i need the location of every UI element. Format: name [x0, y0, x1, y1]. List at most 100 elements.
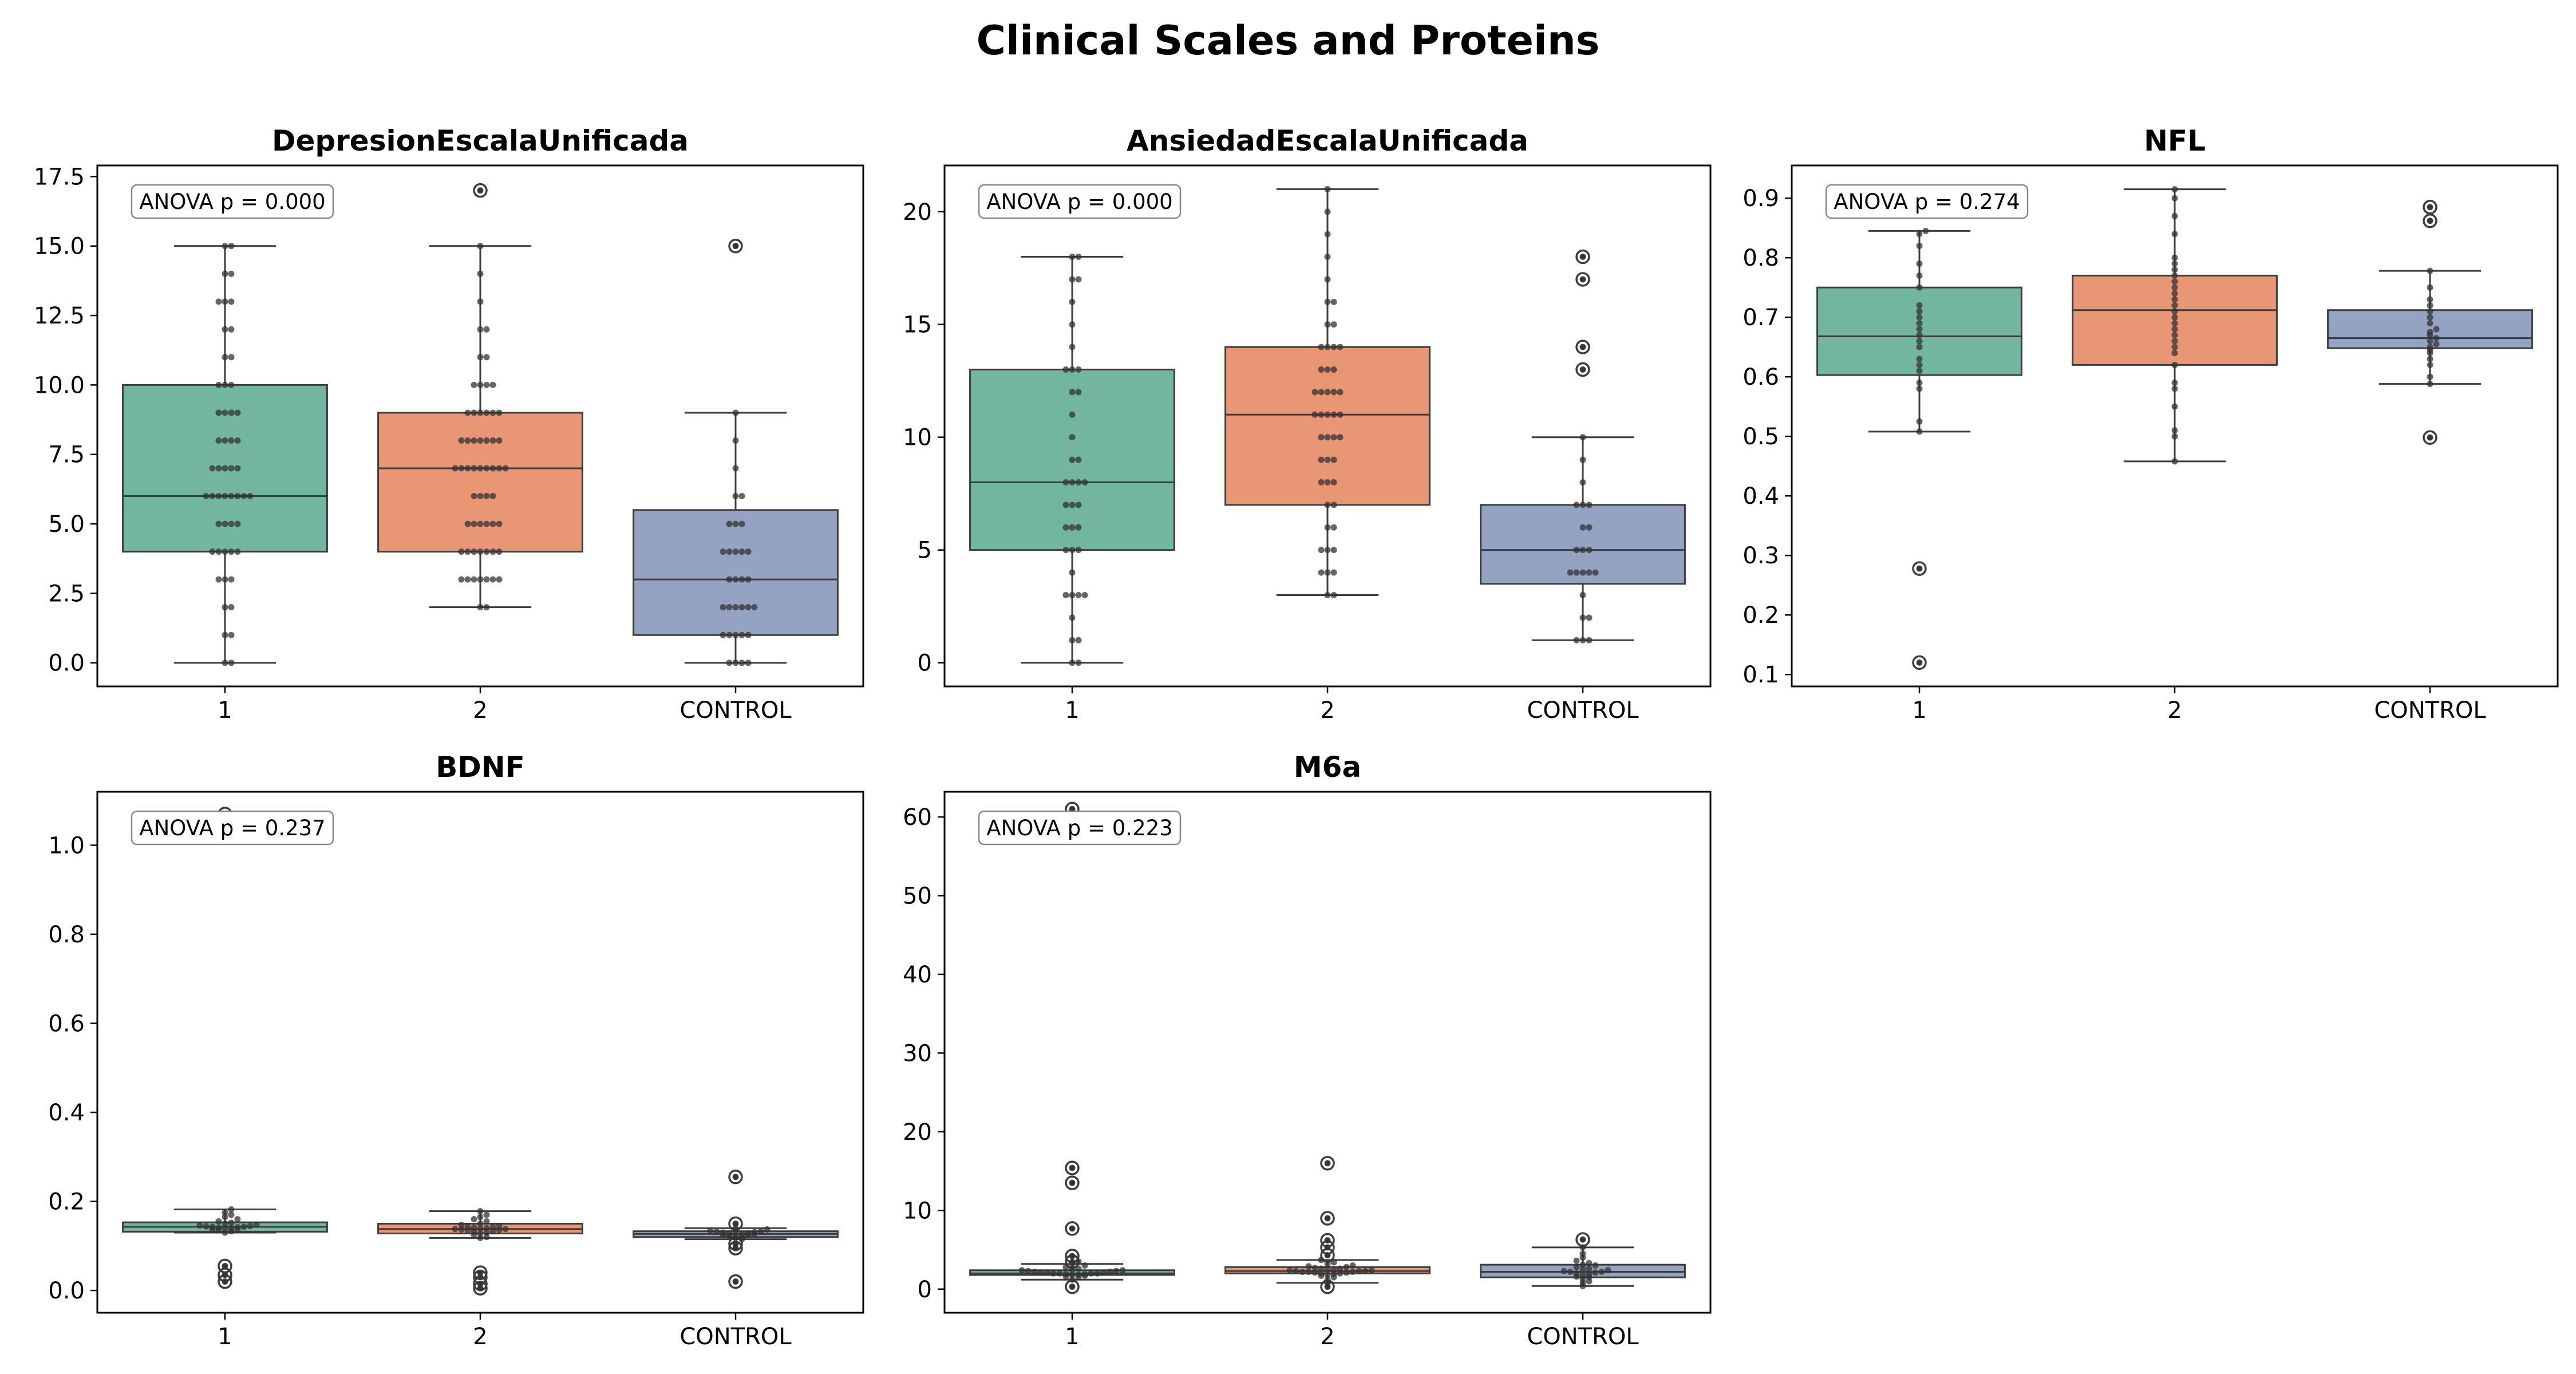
panel-m6a-group-1-data-point: [1018, 1267, 1025, 1274]
panel-ansiedadescalaunificada-group-1-data-point: [1069, 366, 1076, 373]
panel-nfl-y-tick-label: 0.4: [1743, 483, 1779, 510]
panel-m6a-group-control-data-point: [1560, 1268, 1567, 1274]
panel-nfl-group-2-data-point: [2171, 320, 2178, 327]
panel-nfl-group-control-data-point: [2427, 204, 2433, 211]
panel-ansiedadescalaunificada-group-2-data-point: [1324, 344, 1331, 350]
panel-depresionescalaunificada-group-1-data-point: [228, 381, 235, 388]
panel-depresionescalaunificada-group-2-data-point: [458, 437, 465, 444]
panel-ansiedadescalaunificada-group-2-data-point: [1311, 411, 1318, 418]
panel-depresionescalaunificada-group-1-data-point: [203, 493, 210, 500]
panel-ansiedadescalaunificada-group-control-data-point: [1579, 547, 1586, 554]
panel-ansiedadescalaunificada-group-1-data-point: [1069, 321, 1076, 328]
panel-nfl-anova-annotation: ANOVA p = 0.274: [1825, 184, 2029, 219]
panel-ansiedadescalaunificada-annotation-box: [978, 184, 1182, 219]
panel-depresionescalaunificada-group-1-data-point: [228, 576, 235, 583]
panel-ansiedadescalaunificada-group-control-outlier: [1575, 272, 1590, 287]
panel-depresionescalaunificada-group-2-data-point: [464, 409, 471, 416]
panel-bdnf-group-1-data-point: [215, 1218, 222, 1225]
panel-m6a-group-1-data-point: [1069, 1225, 1076, 1232]
panel-ansiedadescalaunificada-group-control-data-point: [1586, 524, 1593, 531]
panel-nfl-annotation-box: [1825, 184, 2029, 219]
panel-nfl-group-control-data-point: [2427, 356, 2433, 362]
panel-ansiedadescalaunificada-group-2-data-point: [1318, 366, 1325, 373]
panel-ansiedadescalaunificada-group-1-data-point: [1075, 254, 1082, 260]
panel-depresionescalaunificada-group-1-data-point: [228, 298, 235, 305]
panel-m6a-group-1-data-point: [1075, 1272, 1082, 1278]
panel-depresionescalaunificada-group-2-data-point: [483, 520, 490, 527]
panel-nfl-group-1-data-point: [1916, 284, 1923, 291]
panel-nfl-group-2-data-point: [2171, 338, 2178, 345]
panel-depresionescalaunificada-group-1-data-point: [222, 298, 228, 305]
panel-depresionescalaunificada-group-2-box: [377, 412, 583, 553]
panel-ansiedadescalaunificada-group-control-data-point: [1579, 502, 1586, 508]
panel-depresionescalaunificada-group-2-data-point: [464, 437, 471, 444]
panel-depresionescalaunificada-group-1-data-point: [222, 604, 228, 611]
panel-nfl-group-1-data-point: [1916, 344, 1923, 350]
panel-depresionescalaunificada-group-control-data-point: [732, 660, 739, 666]
panel-ansiedadescalaunificada-group-control-data-point: [1579, 591, 1586, 598]
panel-nfl-group-control-data-point: [2427, 302, 2433, 309]
panel-depresionescalaunificada-group-2-data-point: [477, 520, 484, 527]
panel-ansiedadescalaunificada-group-2-data-point: [1337, 344, 1344, 350]
panel-depresionescalaunificada-group-1-data-point: [228, 604, 235, 611]
panel-depresionescalaunificada-group-control-data-point: [738, 520, 745, 527]
panel-ansiedadescalaunificada-group-2-data-point: [1318, 389, 1325, 396]
panel-bdnf-group-2-data-point: [483, 1225, 490, 1231]
panel-bdnf-group-control-data-point: [726, 1230, 733, 1237]
panel-depresionescalaunificada-group-2-data-point: [477, 243, 484, 250]
panel-depresionescalaunificada-group-control-data-point: [726, 604, 733, 611]
panel-depresionescalaunificada-group-2-data-point: [483, 409, 490, 416]
panel-bdnf-group-1-data-point: [209, 1223, 216, 1230]
panel-m6a-anova-annotation: ANOVA p = 0.223: [978, 810, 1182, 846]
panel-m6a-group-2-data-point: [1337, 1270, 1344, 1277]
panel-ansiedadescalaunificada-group-2-data-point: [1324, 276, 1331, 283]
panel-nfl-group-control-data-point: [2427, 320, 2433, 327]
panel-depresionescalaunificada-group-1-data-point: [215, 437, 222, 444]
panel-depresionescalaunificada-group-control-data-point: [745, 660, 752, 666]
panel-ansiedadescalaunificada-group-2-data-point: [1324, 434, 1331, 441]
panel-m6a-group-control-data-point: [1586, 1260, 1593, 1266]
panel-depresionescalaunificada-group-2-data-point: [489, 381, 496, 388]
panel-depresionescalaunificada-group-1-data-point: [228, 548, 235, 555]
panel-nfl: NFL 0.1 0.2 0.3 0.4 0.5 0.6 0.7 0.8 0.9 1 2 CONTROL A…: [1743, 124, 2559, 724]
panel-m6a-group-2-data-point: [1293, 1268, 1299, 1274]
panel-m6a-group-1-data-point: [1069, 1284, 1076, 1290]
panel-depresionescalaunificada-y-tick-label: 7.5: [48, 442, 85, 468]
panel-nfl-group-control-data-point: [2427, 284, 2433, 291]
panel-ansiedadescalaunificada-group-1-data-point: [1081, 479, 1088, 485]
panel-nfl-group-2-data-point: [2171, 212, 2178, 219]
panel-nfl-y-tick-label: 0.9: [1743, 185, 1779, 212]
panel-ansiedadescalaunificada-group-2-data-point: [1324, 185, 1331, 192]
panel-ansiedadescalaunificada-group-2-data-point: [1337, 389, 1344, 396]
panel-bdnf-group-2-data-point: [477, 1274, 484, 1281]
panel-depresionescalaunificada-group-1-data-point: [228, 326, 235, 333]
panel-depresionescalaunificada-group-1-data-point: [222, 465, 228, 472]
panel-nfl-group-2-data-point: [2171, 403, 2178, 410]
panel-ansiedadescalaunificada-y-tick-label: 0: [918, 650, 932, 677]
panel-depresionescalaunificada-group-2-data-point: [489, 520, 496, 527]
panel-bdnf-group-control-data-point: [707, 1227, 714, 1234]
panel-ansiedadescalaunificada-group-1-data-point: [1075, 276, 1082, 283]
panel-m6a-group-2-data-point: [1299, 1269, 1306, 1276]
panel-m6a-group-1-outlier: [1065, 1175, 1080, 1190]
panel-nfl-group-1-data-point: [1916, 338, 1923, 345]
panel-ansiedadescalaunificada-group-control-data-point: [1586, 502, 1593, 508]
panel-ansiedadescalaunificada-group-2-data-point: [1330, 547, 1337, 554]
panel-depresionescalaunificada-x-tick-label-2: 2: [473, 697, 487, 724]
panel-depresionescalaunificada-y-tick-label: 5.0: [48, 511, 85, 538]
panel-depresionescalaunificada-group-2-data-point: [489, 465, 496, 472]
panel-m6a-group-1-data-point: [1069, 1164, 1076, 1171]
panel-nfl-group-2-data-point: [2171, 186, 2178, 193]
panel-m6a-group-2-data-point: [1286, 1267, 1293, 1274]
panel-bdnf-annotation-box: [131, 810, 334, 846]
panel-depresionescalaunificada-group-1-data-point: [228, 660, 235, 666]
panel-ansiedadescalaunificada-group-2-data-point: [1324, 591, 1331, 598]
panel-depresionescalaunificada-group-control-data-point: [726, 576, 733, 583]
panel-bdnf-anova-annotation: ANOVA p = 0.237: [131, 810, 334, 846]
panel-nfl-group-1-data-point: [1922, 227, 1929, 234]
panel-ansiedadescalaunificada-group-1-data-point: [1075, 502, 1082, 508]
panel-ansiedadescalaunificada-group-2-data-point: [1330, 321, 1337, 328]
panel-ansiedadescalaunificada-group-1-data-point: [1069, 434, 1076, 441]
panel-depresionescalaunificada-group-2-data-point: [483, 381, 490, 388]
panel-m6a-group-2-data-point: [1343, 1264, 1350, 1270]
